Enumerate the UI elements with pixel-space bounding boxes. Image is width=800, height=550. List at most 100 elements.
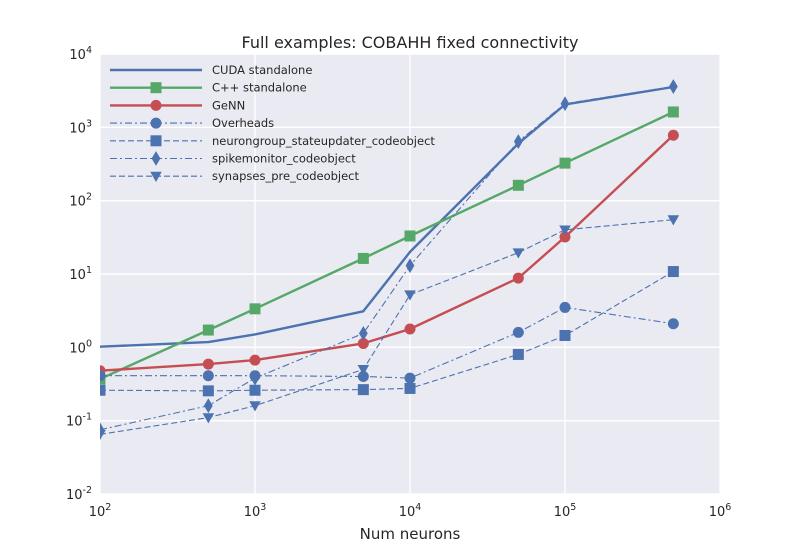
data-point — [404, 323, 416, 335]
y-tick-label-exponent: 1 — [86, 265, 92, 276]
legend-marker — [150, 135, 162, 147]
y-tick-label: 10-2 — [66, 485, 92, 503]
data-point — [357, 252, 369, 264]
x-tick-label-exponent: 2 — [105, 502, 111, 513]
legend-label: GeNN — [212, 98, 245, 112]
data-point — [668, 79, 678, 94]
y-tick-label: 10-1 — [66, 412, 92, 430]
data-point — [100, 370, 106, 382]
data-point — [249, 303, 261, 315]
series-line — [99, 110, 674, 381]
y-tick-label: 103 — [69, 118, 92, 136]
x-tick-label-exponent: 5 — [570, 502, 576, 513]
data-point — [357, 365, 370, 376]
x-tick-label: 106 — [709, 502, 732, 520]
data-point — [100, 429, 106, 441]
y-tick-label: 101 — [69, 265, 92, 283]
data-point — [667, 266, 679, 278]
y-tick-label-exponent: 3 — [86, 118, 92, 129]
x-tick-label-base: 10 — [89, 505, 106, 520]
series-line — [100, 306, 674, 379]
series-markers — [100, 79, 680, 441]
legend-marker — [150, 82, 162, 94]
data-point — [560, 96, 570, 112]
data-point — [357, 371, 369, 383]
y-tick-label: 102 — [69, 192, 92, 210]
y-tick-label-base: 10 — [69, 121, 86, 136]
legend-label: CUDA standalone — [212, 63, 312, 77]
x-tick-label-base: 10 — [554, 505, 571, 520]
y-tick-label-exponent: -2 — [83, 485, 92, 496]
x-tick-label: 105 — [554, 502, 577, 520]
x-tick-label-base: 10 — [399, 505, 416, 520]
y-tick-label: 104 — [69, 45, 92, 63]
data-point — [203, 398, 213, 414]
data-point — [512, 326, 524, 338]
x-tick-label-base: 10 — [709, 505, 726, 520]
data-point — [512, 248, 525, 259]
data-point — [357, 384, 369, 396]
x-tick-label-exponent: 4 — [415, 502, 421, 513]
chart-title: Full examples: COBAHH fixed connectivity — [242, 33, 579, 52]
x-axis-label: Num neurons — [360, 525, 461, 543]
x-tick-label: 104 — [399, 502, 422, 520]
data-point — [249, 384, 261, 396]
legend-marker — [150, 99, 162, 111]
y-tick-label: 100 — [69, 338, 92, 356]
data-point — [512, 348, 524, 360]
data-point — [202, 370, 214, 382]
data-point — [202, 358, 214, 370]
data-point — [512, 272, 524, 284]
y-tick-label-exponent: 2 — [86, 192, 92, 203]
x-tick-label: 102 — [89, 502, 112, 520]
data-point — [559, 225, 571, 236]
y-tick-label-base: 10 — [66, 415, 83, 430]
data-point — [358, 325, 368, 341]
data-point — [405, 258, 415, 274]
data-point — [202, 324, 214, 336]
legend-label: synapses_pre_codeobject — [212, 169, 360, 183]
legend-marker — [151, 151, 161, 166]
data-point — [404, 382, 416, 394]
y-tick-label-exponent: 0 — [86, 338, 92, 349]
data-point — [512, 179, 524, 191]
data-point — [249, 401, 261, 412]
data-point — [404, 372, 416, 384]
x-tick-label: 103 — [244, 502, 267, 520]
data-point — [202, 385, 214, 397]
legend-marker — [150, 171, 162, 182]
data-point — [100, 384, 106, 396]
data-point — [559, 301, 571, 313]
data-point — [404, 230, 416, 242]
data-point — [559, 157, 571, 169]
y-tick-label-exponent: 4 — [86, 45, 92, 56]
y-tick-label-base: 10 — [66, 488, 83, 503]
series-lines — [99, 85, 675, 435]
legend-marker — [150, 117, 162, 129]
data-point — [667, 106, 679, 118]
series-line — [99, 134, 675, 372]
x-tick-label-exponent: 6 — [725, 502, 731, 513]
data-point — [667, 215, 680, 226]
y-tick-label-exponent: -1 — [83, 412, 92, 423]
data-point — [404, 290, 416, 301]
gridlines — [99, 53, 721, 495]
y-tick-label-base: 10 — [69, 341, 86, 356]
data-point — [559, 329, 571, 341]
x-tick-label-exponent: 3 — [260, 502, 266, 513]
legend-label: Overheads — [212, 116, 274, 130]
y-tick-label-base: 10 — [69, 195, 86, 210]
legend-label: neurongroup_stateupdater_codeobject — [212, 134, 435, 148]
x-tick-labels: 102 103 104 105 106 — [89, 502, 732, 520]
legend-label: spikemonitor_codeobject — [212, 152, 356, 166]
y-tick-label-base: 10 — [69, 268, 86, 283]
data-point — [513, 134, 523, 149]
y-tick-label-base: 10 — [69, 48, 86, 63]
legend: CUDA standalone C++ standalone GeNN Overhea… — [110, 63, 435, 183]
data-point — [559, 231, 571, 243]
data-point — [667, 129, 679, 141]
data-point — [250, 370, 260, 386]
data-point — [249, 354, 261, 366]
